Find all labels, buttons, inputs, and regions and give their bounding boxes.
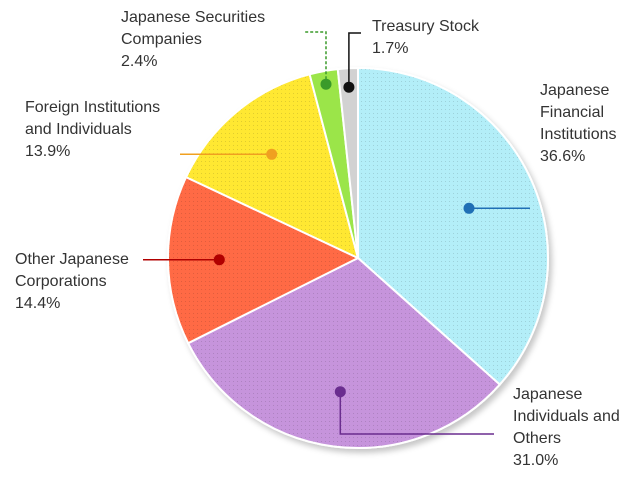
slice-value: 14.4% [15,295,61,312]
slice-label-line: Others [513,430,562,447]
leader-marker-foreign-institutions-and-individuals [266,148,278,160]
slice-label-line: Japanese Securities [121,9,266,26]
slice-label-line: Financial [540,104,605,121]
pie-slice-treasury-stock [336,66,359,259]
slice-label-line: Japanese [540,82,610,99]
leader-marker-other-japanese-corporations [213,254,225,266]
slice-value: 1.7% [372,40,409,57]
pie-slice-japanese-financial-institutions [357,67,549,386]
leader-marker-japanese-financial-institutions [463,202,475,214]
slice-label-treasury-stock: Treasury Stock 1.7% [372,16,479,60]
slice-value: 36.6% [540,148,586,165]
slice-label-other-japanese-corporations: Other Japanese Corporations 14.4% [15,249,129,315]
leader-marker-treasury-stock [343,81,355,93]
slice-value: 13.9% [25,143,71,160]
slice-label-japanese-securities-companies: Japanese Securities Companies 2.4% [121,7,265,73]
leader-line-japanese-individuals-and-others [339,391,494,435]
slice-label-line: Companies [121,31,202,48]
slice-label-line: Foreign Institutions [25,99,161,116]
slice-label-line: Corporations [15,273,107,290]
slice-value: 2.4% [121,53,158,70]
slice-label-line: and Individuals [25,121,132,138]
slice-label-line: Treasury Stock [372,18,479,35]
slice-value: 31.0% [513,452,559,469]
leader-lines [143,31,530,435]
pie-slice-japanese-individuals-and-others [187,257,501,449]
slice-label-line: Japanese [513,386,583,403]
slice-label-foreign-institutions-and-individuals: Foreign Institutions and Individuals 13.… [25,97,160,163]
leader-line-treasury-stock [348,32,361,88]
leader-marker-japanese-securities-companies [320,78,332,90]
pie-slice-foreign-institutions-and-individuals [185,73,359,259]
leader-line-japanese-securities-companies [304,31,327,85]
slice-label-line: Other Japanese [15,251,129,268]
slice-label-line: Individuals and [513,408,620,425]
leader-marker-japanese-individuals-and-others [334,386,346,398]
slice-label-line: Institutions [540,126,617,143]
pie-slices [167,66,549,449]
slice-label-japanese-financial-institutions: Japanese Financial Institutions 36.6% [540,80,616,168]
slice-label-japanese-individuals-and-others: Japanese Individuals and Others 31.0% [513,384,620,472]
